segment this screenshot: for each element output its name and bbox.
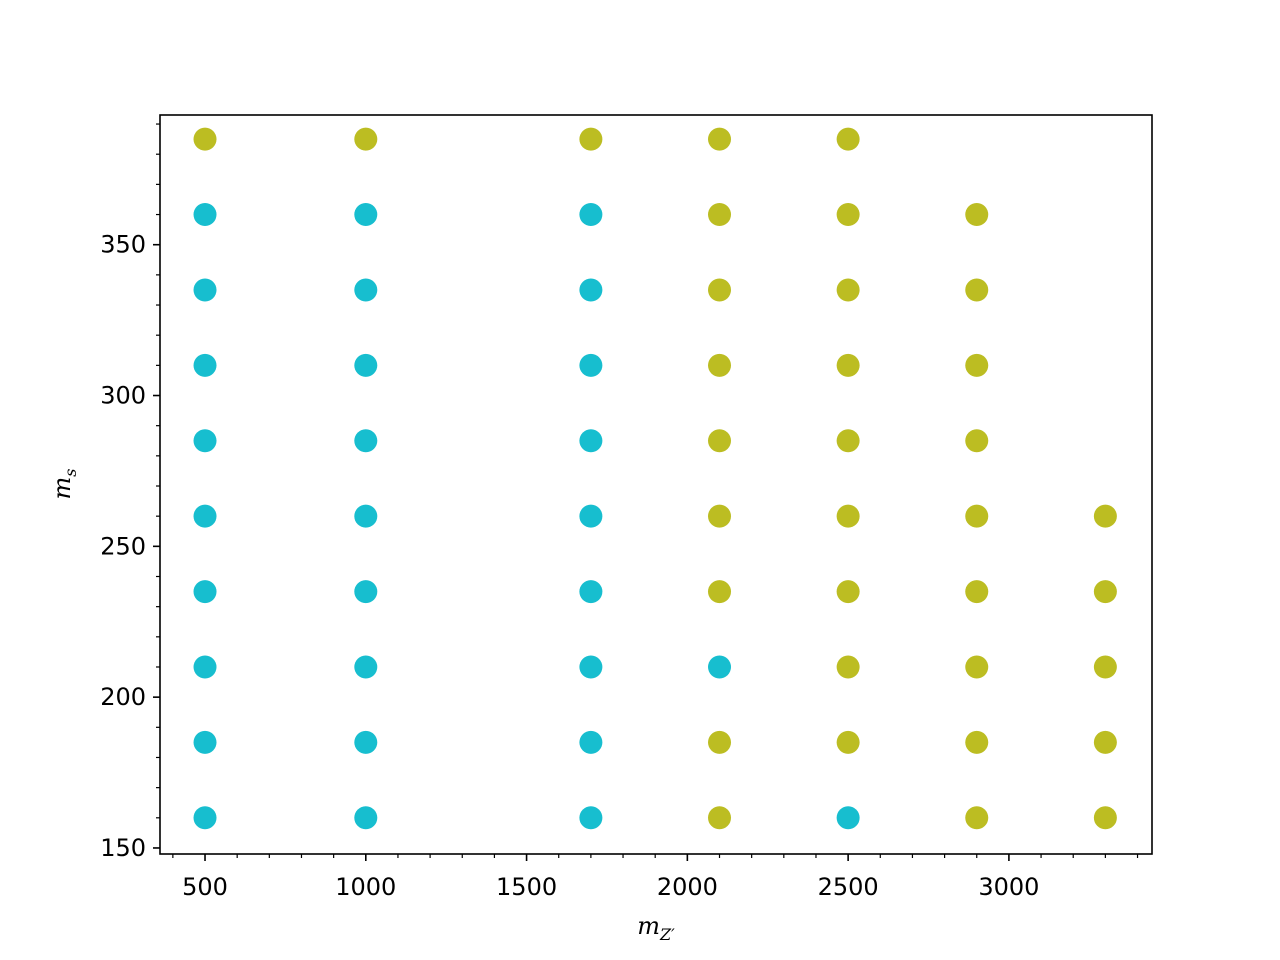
data-point-cyan — [194, 806, 217, 829]
y-axis-label-main: m — [48, 477, 76, 500]
data-point-olive — [965, 429, 988, 452]
data-point-olive — [1094, 731, 1117, 754]
data-point-olive — [965, 278, 988, 301]
data-point-olive — [965, 655, 988, 678]
data-point-cyan — [354, 731, 377, 754]
data-point-olive — [837, 580, 860, 603]
x-tick-label: 2500 — [818, 873, 879, 901]
data-point-cyan — [579, 354, 602, 377]
data-point-cyan — [194, 580, 217, 603]
data-point-olive — [1094, 806, 1117, 829]
plot-area — [160, 115, 1152, 854]
data-point-olive — [837, 354, 860, 377]
data-point-olive — [837, 128, 860, 151]
data-point-cyan — [579, 806, 602, 829]
data-point-olive — [708, 128, 731, 151]
data-point-olive — [837, 731, 860, 754]
y-tick-label: 200 — [100, 683, 146, 711]
data-point-cyan — [194, 655, 217, 678]
data-point-olive — [708, 354, 731, 377]
data-point-cyan — [194, 278, 217, 301]
data-point-cyan — [194, 505, 217, 528]
data-point-olive — [708, 278, 731, 301]
data-point-olive — [1094, 655, 1117, 678]
data-point-olive — [708, 731, 731, 754]
x-axis-label-main: m — [637, 912, 660, 940]
data-point-olive — [965, 580, 988, 603]
data-point-cyan — [708, 655, 731, 678]
data-point-olive — [1094, 505, 1117, 528]
x-tick-label: 500 — [182, 873, 228, 901]
data-point-olive — [708, 429, 731, 452]
x-axis-label-subscript: Z′ — [659, 925, 675, 944]
data-point-cyan — [837, 806, 860, 829]
data-point-olive — [708, 203, 731, 226]
data-point-cyan — [354, 655, 377, 678]
data-point-cyan — [354, 505, 377, 528]
data-point-cyan — [579, 429, 602, 452]
data-point-olive — [708, 505, 731, 528]
data-point-olive — [965, 806, 988, 829]
y-axis-label: ms — [48, 469, 80, 500]
y-tick-label: 250 — [100, 532, 146, 560]
data-point-olive — [837, 655, 860, 678]
data-point-olive — [354, 128, 377, 151]
data-point-cyan — [354, 806, 377, 829]
data-point-olive — [965, 731, 988, 754]
data-point-olive — [837, 505, 860, 528]
y-tick-label: 350 — [100, 231, 146, 259]
data-point-cyan — [579, 731, 602, 754]
data-point-cyan — [354, 278, 377, 301]
y-tick-label: 150 — [100, 834, 146, 862]
y-axis: 150 200 250 300 350 — [100, 124, 160, 862]
data-point-cyan — [194, 429, 217, 452]
data-point-cyan — [579, 203, 602, 226]
data-point-olive — [965, 354, 988, 377]
data-point-cyan — [579, 278, 602, 301]
y-axis-label-subscript: s — [61, 469, 80, 477]
data-point-cyan — [354, 580, 377, 603]
data-point-cyan — [579, 655, 602, 678]
x-tick-label: 1000 — [335, 873, 396, 901]
data-point-cyan — [579, 505, 602, 528]
data-point-olive — [837, 203, 860, 226]
data-point-cyan — [354, 203, 377, 226]
data-point-olive — [579, 128, 602, 151]
x-axis-label: mZ′ — [637, 912, 675, 944]
data-point-olive — [1094, 580, 1117, 603]
data-point-cyan — [579, 580, 602, 603]
data-point-olive — [194, 128, 217, 151]
data-point-olive — [837, 429, 860, 452]
x-tick-label: 1500 — [496, 873, 557, 901]
data-point-olive — [708, 580, 731, 603]
x-tick-label: 2000 — [657, 873, 718, 901]
y-tick-label: 300 — [100, 382, 146, 410]
x-tick-label: 3000 — [978, 873, 1039, 901]
data-point-cyan — [354, 429, 377, 452]
data-point-cyan — [194, 731, 217, 754]
data-point-olive — [965, 203, 988, 226]
data-point-olive — [837, 278, 860, 301]
data-point-cyan — [194, 203, 217, 226]
data-point-cyan — [194, 354, 217, 377]
data-point-cyan — [354, 354, 377, 377]
data-point-olive — [965, 505, 988, 528]
x-axis: 500 1000 1500 2000 2500 3000 — [173, 854, 1138, 901]
data-point-olive — [708, 806, 731, 829]
